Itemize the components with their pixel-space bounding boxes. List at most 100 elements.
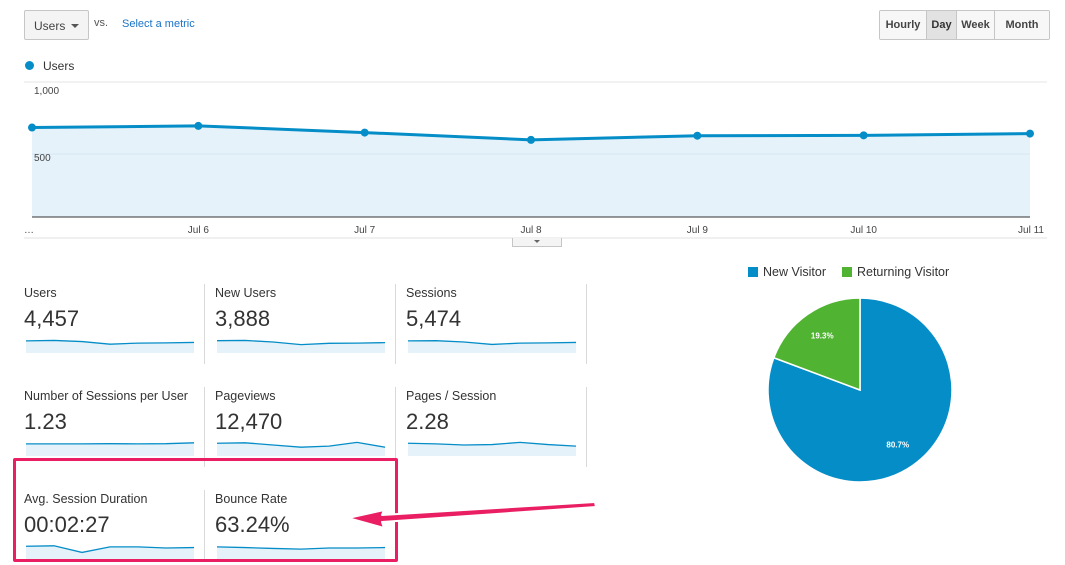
data-point[interactable] [527,135,535,144]
tile-divider [586,387,587,467]
chevron-down-icon [71,24,79,28]
metric-select-label: Users [34,19,66,33]
data-point[interactable] [1026,129,1034,138]
metric-sparkline [26,442,194,456]
legend-item-returning-visitor[interactable]: Returning Visitor [841,265,950,279]
data-point[interactable] [360,128,369,137]
sparkline-line [26,442,194,445]
sparkline-line [408,441,576,447]
metric-tile-pages-per-session[interactable]: Pages / Session 2.28 [406,389,586,469]
metric-sparkline [26,339,194,353]
legend-swatch [841,267,852,277]
pie-legend: New Visitor Returning Visitor [748,265,965,279]
pie-slice-new-visitor[interactable] [767,297,953,483]
metric-label: Avg. Session Duration [24,492,148,506]
sparkline-line [217,441,385,448]
series-area-users [32,125,1030,217]
legend-swatch [748,267,758,277]
tile-divider [586,284,587,364]
metric-label: New Users [215,286,277,300]
metric-value: 5,474 [406,306,462,331]
tile-divider [395,387,396,467]
metric-value: 1.23 [24,409,67,434]
metric-label: Pages / Session [406,389,497,403]
metric-tile-users[interactable]: Users 4,457 [24,286,204,366]
pie-slice-returning-visitor[interactable] [772,297,861,392]
metric-value: 4,457 [24,306,80,331]
series-swatch [25,61,34,70]
metric-value: 63.24% [215,512,290,537]
data-point[interactable] [28,123,36,132]
metric-value: 12,470 [215,409,283,434]
data-point[interactable] [194,121,203,130]
legend-users-label: Users [43,59,75,73]
visitor-pie-chart: 80.7% 19.3% [767,297,953,483]
metric-select[interactable]: Users [24,10,89,40]
y-tick-label: 1,000 [34,86,59,97]
sparkline-line [217,339,385,346]
day-button[interactable]: Day [926,11,956,39]
data-point[interactable] [693,131,702,140]
y-tick-label: 500 [34,153,51,164]
x-tick-label: Jul 7 [354,225,376,236]
chart-collapse-toggle[interactable] [512,238,562,247]
metric-sparkline [217,339,385,353]
sparkline-area [217,442,385,456]
sparkline-line [26,339,194,345]
metric-tile-sessions-per-user[interactable]: Number of Sessions per User 1.23 [24,389,204,469]
metric-value: 3,888 [215,306,271,331]
metric-value: 00:02:27 [24,512,110,537]
sparkline-line [26,545,194,554]
x-tick-label: … [24,225,34,236]
chart-legend: Users [25,59,74,73]
pie-slice-label: 19.3% [811,332,834,341]
tile-divider [204,387,205,467]
metric-tile-pageviews[interactable]: Pageviews 12,470 [215,389,395,469]
metric-label: Pageviews [215,389,276,403]
chevron-down-icon [534,240,540,243]
tile-divider [395,284,396,364]
metric-label: Users [24,286,57,300]
x-tick-label: Jul 8 [520,225,542,236]
x-tick-label: Jul 11 [1018,225,1044,236]
metric-tile-bounce-rate[interactable]: Bounce Rate 63.24% [215,492,395,565]
metric-tile-new-users[interactable]: New Users 3,888 [215,286,395,366]
tile-divider [204,490,205,562]
x-tick-label: Jul 6 [188,225,210,236]
metric-value: 2.28 [406,409,449,434]
metric-tile-sessions[interactable]: Sessions 5,474 [406,286,586,366]
legend-label: Returning Visitor [856,265,950,279]
sparkline-area [408,340,576,353]
metric-tile-avg-session-duration[interactable]: Avg. Session Duration 00:02:27 [24,492,204,565]
annotation-arrow [347,501,597,529]
x-tick-label: Jul 10 [850,225,877,236]
vs-label: vs. [94,17,109,29]
metric-label: Sessions [406,286,457,300]
hourly-button[interactable]: Hourly [880,11,926,39]
sparkline-area [217,546,385,559]
metric-sparkline [217,441,385,456]
highlight-annotation-box [13,458,398,562]
legend-label: New Visitor [763,265,826,279]
week-button[interactable]: Week [956,11,994,39]
sparkline-area [408,442,576,456]
metric-label: Number of Sessions per User [24,389,188,403]
sparkline-line [217,546,385,550]
granularity-toggle: Hourly Day Week Month [879,10,1050,40]
sparkline-area [26,545,194,559]
data-point[interactable] [859,131,868,140]
select-metric-link[interactable]: Select a metric [122,18,195,30]
legend-item-new-visitor[interactable]: New Visitor [748,265,826,279]
month-button[interactable]: Month [994,11,1049,39]
pie-slice-label: 80.7% [886,440,909,449]
metric-sparkline [26,545,194,559]
metric-sparkline [408,441,576,456]
sparkline-area [217,340,385,353]
tile-divider [204,284,205,364]
users-line-chart: 1,000 500 … Jul 6 Jul 7 Jul 8 Jul 9 Jul 10 Jul… [24,81,1047,239]
sparkline-area [26,442,194,456]
metric-sparkline [217,546,385,559]
sparkline-line [408,340,576,346]
x-tick-label: Jul 9 [687,225,709,236]
metric-sparkline [408,340,576,353]
